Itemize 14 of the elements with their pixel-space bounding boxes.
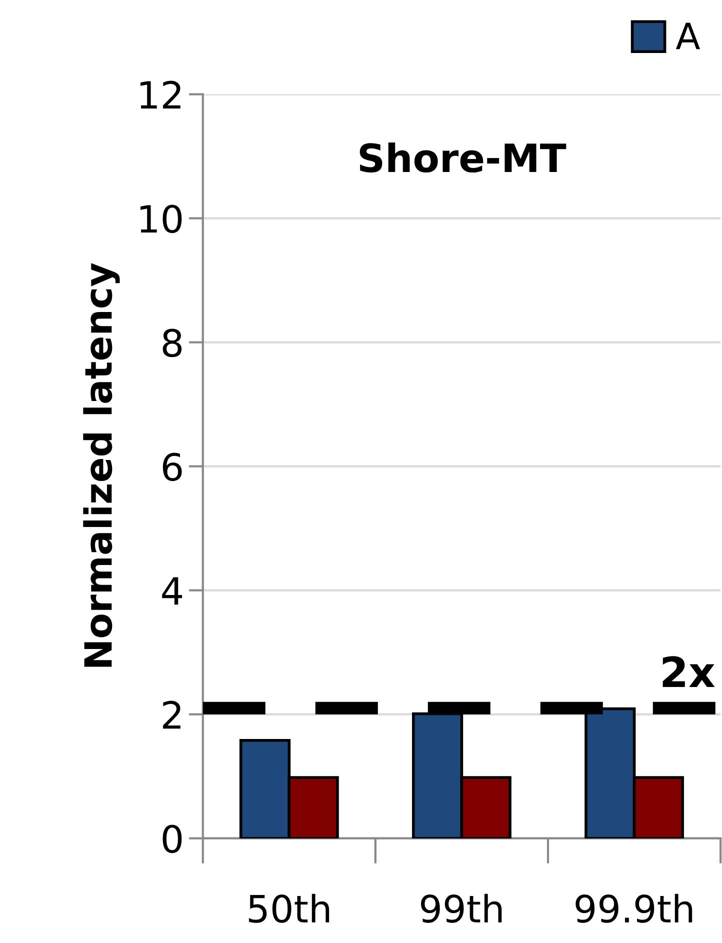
- legend-label: A: [676, 22, 700, 50]
- x-tick-label: 99th: [420, 894, 502, 923]
- y-axis-title: Normalized latency: [83, 263, 120, 667]
- y-tick-label: 2: [163, 700, 180, 729]
- y-tick-label: 10: [140, 204, 182, 234]
- y-tick-label: 8: [162, 328, 182, 358]
- y-tick-label: 0: [162, 824, 182, 854]
- text: Shore-MT: [360, 142, 566, 173]
- y-tick-label: 12: [140, 80, 180, 109]
- x-tick-label: 50th: [248, 894, 330, 923]
- x-tick-label: 99.9th: [576, 894, 692, 923]
- y-tick-label: 6: [162, 452, 182, 482]
- ref-line-label: 2x: [662, 656, 715, 688]
- y-tick-label: 4: [162, 577, 182, 605]
